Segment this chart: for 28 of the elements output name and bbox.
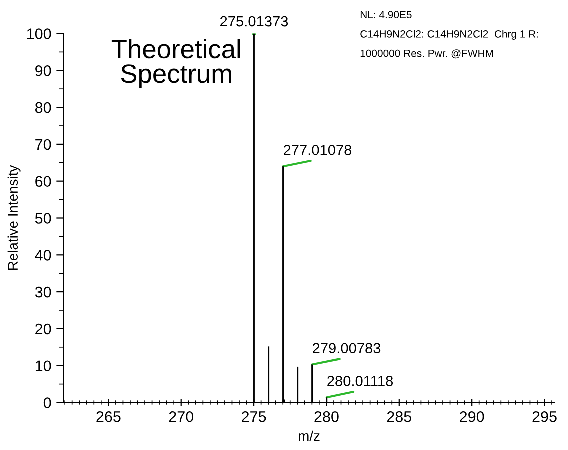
annotation: 275.01373 <box>220 16 288 27</box>
y-tick-label: 50 <box>35 213 52 224</box>
x-axis-title: m/z <box>299 430 320 442</box>
y-axis-title: Relative Intensity <box>8 165 21 270</box>
x-tick-label: 295 <box>532 411 557 422</box>
y-tick-label: 0 <box>44 398 52 408</box>
x-tick-label: 265 <box>96 411 121 422</box>
y-tick-label: 20 <box>36 324 52 335</box>
x-tick-label: 280 <box>314 411 339 422</box>
x-tick-label: 270 <box>169 411 194 422</box>
annotation: 1000000 Res. Pwr. @FWHM <box>360 50 494 59</box>
y-tick-label: 40 <box>35 250 52 261</box>
y-tick-label: 60 <box>36 176 52 188</box>
y-tick-label: 90 <box>36 66 52 76</box>
x-tick-label: 285 <box>387 411 412 422</box>
annotation: Theoretical Spectrum <box>112 39 240 88</box>
annotation: C14H9N2Cl2: C14H9N2Cl2 Chrg 1 R: <box>360 30 538 40</box>
annotation: 277.01078 <box>284 145 352 156</box>
y-tick-label: 80 <box>35 102 52 114</box>
text: NL: 4.90E5 <box>360 11 412 19</box>
y-tick-label: 30 <box>35 286 52 298</box>
y-tick-label: 100 <box>27 28 52 40</box>
y-tick-label: 10 <box>36 360 52 372</box>
y-tick-label: 70 <box>36 139 52 150</box>
annotation: 279.00783 <box>313 343 381 354</box>
annotation: 280.01118 <box>328 376 394 386</box>
x-tick-label: 290 <box>460 411 484 422</box>
x-tick-label: 275 <box>242 411 266 422</box>
